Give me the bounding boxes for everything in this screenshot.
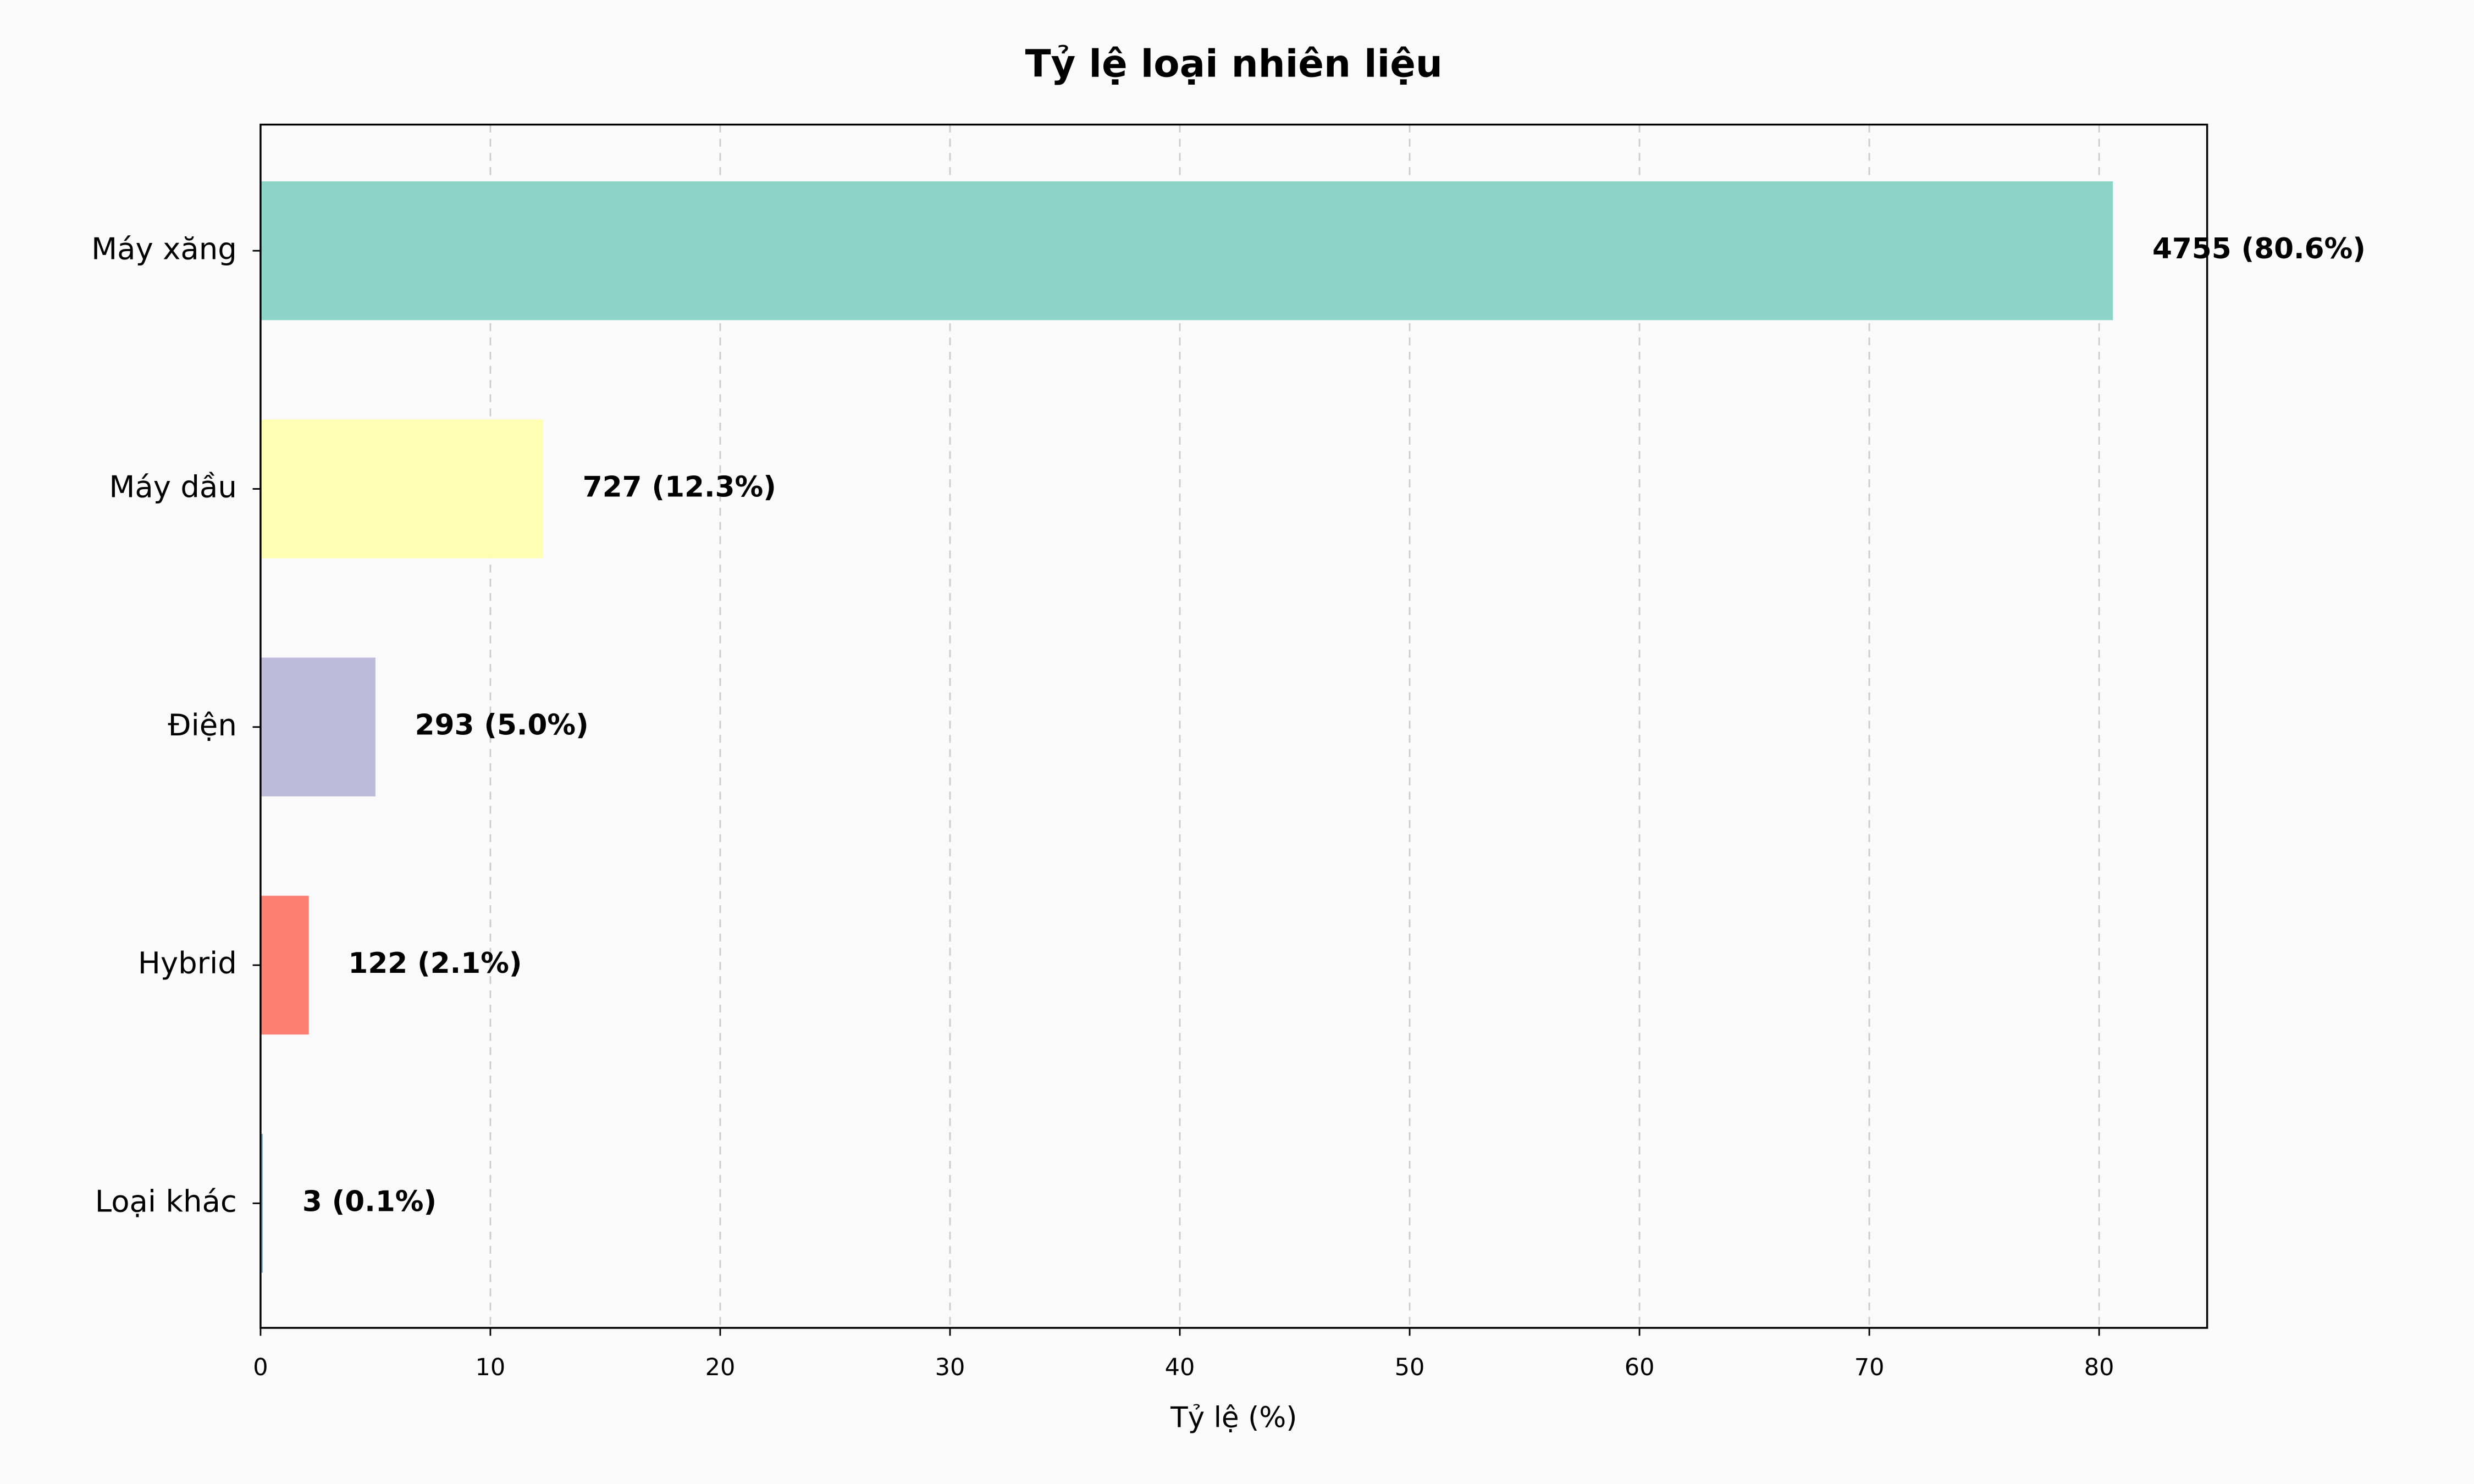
x-axis-label: Tỷ lệ (%) xyxy=(1170,1401,1297,1434)
bar xyxy=(260,181,2113,320)
y-tick-label: Máy dầu xyxy=(109,469,237,505)
y-tick-label: Hybrid xyxy=(138,945,237,981)
value-label: 4755 (80.6%) xyxy=(2152,232,2366,265)
chart-title: Tỷ lệ loại nhiên liệu xyxy=(1025,42,1443,86)
value-label: 3 (0.1%) xyxy=(302,1185,437,1218)
value-label: 122 (2.1%) xyxy=(348,947,522,980)
x-tick-label: 30 xyxy=(935,1354,965,1381)
bar xyxy=(260,1134,263,1273)
x-tick-label: 80 xyxy=(2084,1354,2114,1381)
x-tick-label: 50 xyxy=(1395,1354,1425,1381)
x-tick-label: 70 xyxy=(1854,1354,1885,1381)
x-tick-label: 0 xyxy=(253,1354,268,1381)
plot-frame xyxy=(259,123,2208,1329)
x-tick-label: 40 xyxy=(1165,1354,1195,1381)
value-label: 727 (12.3%) xyxy=(583,470,776,503)
y-tick-label: Điện xyxy=(168,707,236,743)
bar xyxy=(260,895,309,1035)
x-tick-label: 20 xyxy=(705,1354,736,1381)
bar xyxy=(260,657,375,796)
x-tick-label: 60 xyxy=(1625,1354,1655,1381)
value-label: 293 (5.0%) xyxy=(415,709,589,742)
y-tick-label: Loại khác xyxy=(95,1183,237,1219)
bar xyxy=(260,419,544,558)
y-tick-label: Máy xăng xyxy=(91,231,237,266)
x-tick-label: 10 xyxy=(476,1354,506,1381)
